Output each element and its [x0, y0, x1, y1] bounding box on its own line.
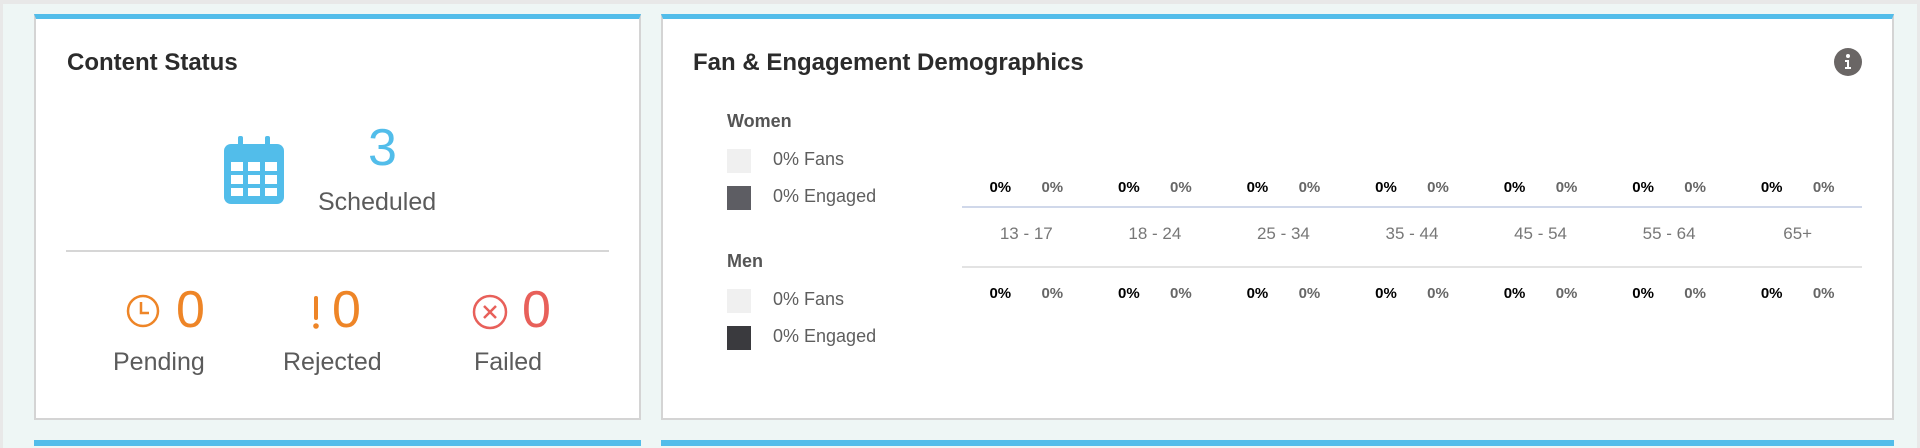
calendar-icon [224, 136, 284, 204]
exclamation-icon [313, 296, 319, 329]
divider [66, 250, 609, 252]
women-fans-pct: 0% [989, 179, 1012, 196]
women-age-values: 0% 0% [1348, 179, 1477, 197]
legend-women-label: Women [727, 111, 792, 131]
women-engaged-pct: 0% [1170, 179, 1192, 196]
age-group-cell: 13 - 17 [962, 224, 1091, 244]
women-age-values: 0% 0% [1733, 179, 1862, 197]
men-fans-legend: 0% Fans [773, 289, 845, 309]
men-age-values: 0% 0% [1476, 285, 1605, 303]
men-engaged-pct: 0% [1555, 285, 1578, 302]
pending-label: Pending [113, 348, 205, 376]
content-status-title: Content Status [67, 49, 238, 76]
women-engaged-pct: 0% [1684, 179, 1706, 196]
rejected-label: Rejected [283, 348, 382, 376]
women-fans-legend: 0% Fans [773, 149, 845, 169]
men-fans-pct: 0% [1760, 285, 1783, 302]
women-fans-pct: 0% [1632, 179, 1654, 196]
women-age-values: 0% 0% [1219, 179, 1348, 197]
women-engaged-legend: 0% Engaged [773, 186, 877, 206]
men-engaged-pct: 0% [1427, 285, 1449, 302]
men-engaged-swatch [727, 326, 751, 350]
men-age-values: 0% 0% [1733, 285, 1862, 303]
failed-count[interactable]: 0 [522, 281, 551, 339]
age-group-cell: 55 - 64 [1605, 224, 1734, 244]
women-age-values: 0% 0% [1476, 179, 1605, 197]
women-fans-pct: 0% [1118, 179, 1140, 196]
men-fans-pct: 0% [1632, 285, 1654, 302]
next-card-top-left [34, 440, 641, 446]
table-top-line [962, 206, 1862, 208]
age-group-label: 25 - 34 [1256, 224, 1310, 243]
next-card-top-right [661, 440, 1894, 446]
clock-icon [126, 294, 160, 328]
men-age-values: 0% 0% [1348, 285, 1477, 303]
women-fans-pct: 0% [1246, 179, 1269, 196]
men-fans-swatch [727, 289, 751, 313]
men-age-values: 0% 0% [1219, 285, 1348, 303]
age-group-cell: 45 - 54 [1476, 224, 1605, 244]
men-fans-pct: 0% [1503, 285, 1526, 302]
failed-label: Failed [474, 348, 543, 376]
men-fans-pct: 0% [1375, 285, 1397, 302]
men-engaged-pct: 0% [1812, 285, 1835, 302]
content-status-card [34, 14, 641, 420]
age-group-label: 55 - 64 [1642, 224, 1696, 243]
age-group-cell: 35 - 44 [1348, 224, 1477, 244]
men-fans-pct: 0% [1246, 285, 1269, 302]
men-age-values: 0% 0% [1605, 285, 1734, 303]
men-engaged-legend: 0% Engaged [773, 326, 877, 346]
rejected-count[interactable]: 0 [332, 281, 361, 339]
men-fans-pct: 0% [989, 285, 1012, 302]
age-group-label: 65+ [1783, 224, 1813, 243]
men-engaged-pct: 0% [1298, 285, 1321, 302]
pending-count[interactable]: 0 [176, 281, 205, 339]
women-fans-swatch [727, 149, 751, 173]
age-group-label: 13 - 17 [999, 224, 1053, 243]
age-group-label: 45 - 54 [1514, 224, 1568, 243]
women-age-values: 0% 0% [1605, 179, 1734, 197]
scheduled-label: Scheduled [318, 188, 437, 216]
table-bottom-line [962, 266, 1862, 268]
men-engaged-pct: 0% [1041, 285, 1064, 302]
women-fans-pct: 0% [1503, 179, 1526, 196]
women-engaged-pct: 0% [1427, 179, 1449, 196]
age-group-cell: 25 - 34 [1219, 224, 1348, 244]
x-circle-icon [472, 294, 508, 330]
women-age-values: 0% 0% [1091, 179, 1220, 197]
scheduled-count[interactable]: 3 [368, 119, 397, 177]
women-engaged-swatch [727, 186, 751, 210]
men-age-values: 0% 0% [1091, 285, 1220, 303]
men-engaged-pct: 0% [1170, 285, 1192, 302]
men-fans-pct: 0% [1118, 285, 1140, 302]
demographics-title: Fan & Engagement Demographics [693, 49, 1084, 76]
age-group-cell: 18 - 24 [1091, 224, 1220, 244]
info-icon[interactable] [1834, 48, 1862, 76]
women-fans-pct: 0% [1760, 179, 1783, 196]
age-group-label: 18 - 24 [1128, 224, 1182, 243]
men-age-values: 0% 0% [962, 285, 1091, 303]
men-engaged-pct: 0% [1684, 285, 1706, 302]
legend-men-label: Men [727, 251, 763, 271]
age-group-label: 35 - 44 [1385, 224, 1439, 243]
women-engaged-pct: 0% [1555, 179, 1578, 196]
women-engaged-pct: 0% [1041, 179, 1064, 196]
women-engaged-pct: 0% [1812, 179, 1835, 196]
women-fans-pct: 0% [1375, 179, 1397, 196]
women-age-values: 0% 0% [962, 179, 1091, 197]
age-group-cell: 65+ [1733, 224, 1862, 244]
demographics-card [661, 14, 1894, 420]
women-engaged-pct: 0% [1298, 179, 1321, 196]
